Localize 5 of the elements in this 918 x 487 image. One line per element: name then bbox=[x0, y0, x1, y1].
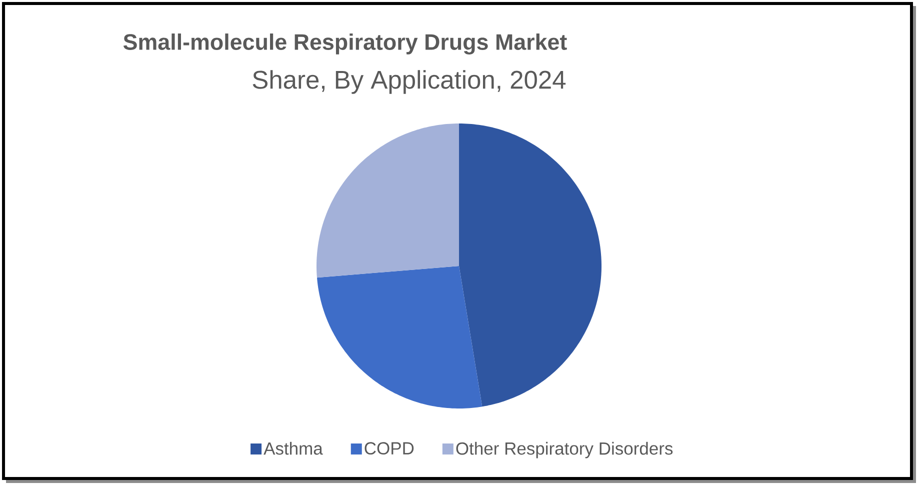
chart-title: Small-molecule Respiratory Drugs Market bbox=[123, 34, 567, 54]
legend-label: COPD bbox=[364, 442, 414, 455]
legend-label: Other Respiratory Disorders bbox=[456, 442, 673, 458]
legend-label: Asthma bbox=[264, 442, 323, 455]
chart-subtitle: Share, By Application, 2024 bbox=[252, 70, 566, 94]
